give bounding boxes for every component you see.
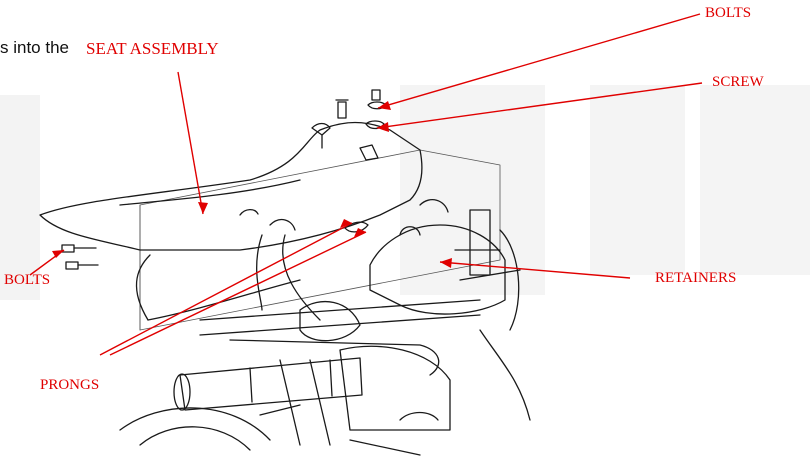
leader-arrowheads [52,101,452,268]
leader-lines [29,13,703,356]
intro-text-fragment: s into the [0,38,69,57]
callout-seat-assembly: SEAT ASSEMBLY [86,39,219,58]
left-bolts [61,244,99,270]
leader-screw [376,82,703,129]
callout-bolts-top: BOLTS [705,5,752,21]
watermark-block-left [0,95,40,300]
top-fasteners [311,89,387,149]
leader-bolts-top [377,13,701,109]
watermark-block-center [400,85,545,295]
wiring-harness [256,218,321,321]
callout-bolts-left: BOLTS [4,272,51,288]
leader-seat-assembly [177,71,204,215]
rear-wheel-arc [119,407,271,451]
callout-screw: SCREW [712,74,764,90]
callout-retainers: RETAINERS [655,270,737,286]
watermark-block-right-b [700,85,810,275]
muffler-shape [173,357,363,411]
leader-retainers [439,261,631,279]
front-frame-parts [459,229,531,421]
leader-prongs-a [99,222,353,356]
frame-and-engine [199,299,481,456]
callout-prongs: PRONGS [40,377,100,393]
watermark-block-right-a [590,85,685,275]
seat-assembly-shape [39,121,423,321]
fuel-tank-shape [369,199,506,315]
leader-prongs-b [109,231,367,356]
